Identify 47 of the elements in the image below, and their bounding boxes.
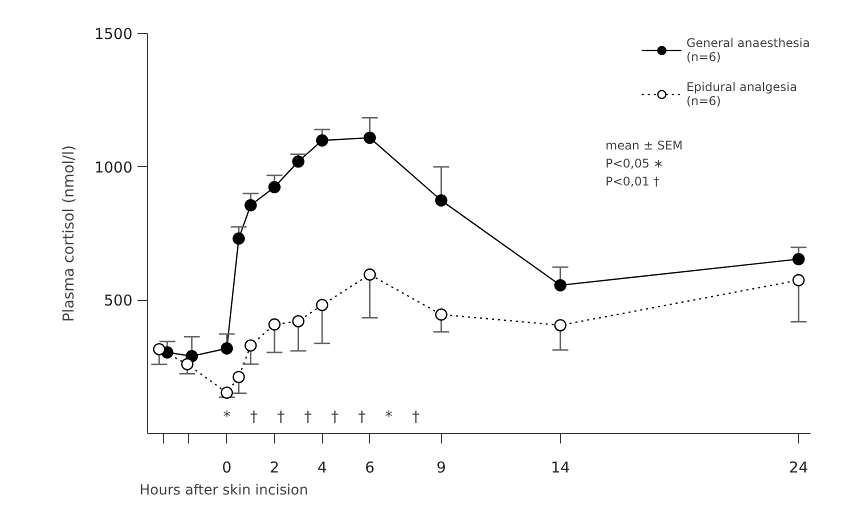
x-axis-title: Hours after skin incision: [140, 482, 308, 498]
point: [435, 194, 448, 207]
point: [244, 199, 257, 212]
point: [268, 318, 281, 331]
point: [792, 274, 805, 286]
annotation: †: [412, 408, 420, 426]
point: [244, 339, 257, 352]
x-tick-label: 6: [365, 458, 375, 476]
annotation: *: [223, 408, 232, 426]
point: [364, 132, 376, 144]
annotation: mean ± SEM: [606, 138, 683, 152]
point: [364, 268, 376, 281]
annotation: P<0,01 †: [606, 174, 660, 188]
point: [435, 308, 448, 321]
point: [292, 155, 304, 168]
annotation: †: [250, 408, 258, 426]
x-tick-label: 9: [436, 458, 446, 476]
point: [554, 279, 567, 292]
point: [554, 319, 567, 332]
point: [268, 180, 281, 194]
x-tick-label: 14: [550, 458, 570, 476]
point: [232, 232, 245, 245]
annotation: †: [277, 408, 286, 426]
point: [316, 298, 328, 312]
legend-label: Epidural analgesia (n=6): [686, 79, 798, 110]
annotation: †: [304, 408, 312, 426]
point: [153, 343, 166, 356]
x-tick-label: 24: [789, 458, 808, 476]
point: [292, 315, 304, 328]
annotation: †: [358, 408, 366, 426]
point: [232, 370, 245, 384]
y-tick-label: 1500: [94, 25, 133, 43]
annotation: †: [331, 408, 340, 426]
x-tick-label: 0: [222, 458, 232, 476]
annotation: P<0,05 ∗: [606, 156, 664, 170]
annotation: *: [385, 408, 394, 426]
point: [792, 252, 805, 266]
x-tick-label: 2: [270, 458, 280, 476]
point: [220, 386, 233, 399]
x-tick-label: 4: [317, 458, 327, 476]
y-tick-label: 500: [104, 292, 133, 310]
legend-label: General anaesthesia (n=6): [686, 35, 810, 66]
y-axis-title: Plasma cortisol (nmol/l): [59, 145, 78, 322]
point: [316, 134, 328, 147]
point: [220, 342, 233, 355]
y-tick-label: 1000: [94, 158, 133, 176]
point: [181, 358, 194, 370]
